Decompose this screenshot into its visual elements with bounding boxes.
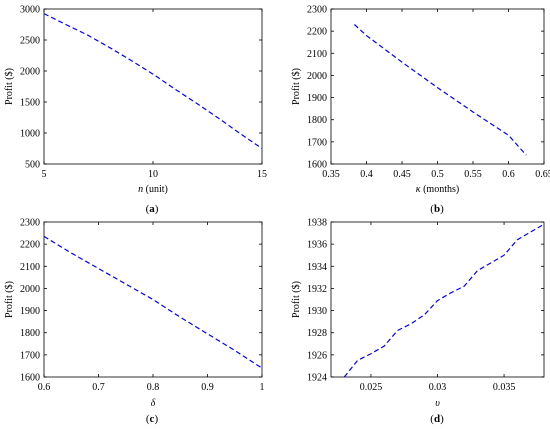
y-axis-label: Profit ($) [291,281,302,318]
y-axis-label: Profit ($) [4,68,15,105]
series-line-a [43,13,263,149]
y-tick-label: 2100 [20,262,40,273]
x-tick-label: 0.4 [360,169,373,180]
caption-open-paren: ( [146,203,150,215]
caption-open-paren: ( [430,203,434,215]
caption-open-paren: ( [430,413,434,425]
x-axis-symbol: n [138,184,143,195]
caption-open-paren: ( [146,413,150,425]
y-axis-label: Profit ($) [291,68,302,105]
y-tick-label: 1800 [307,115,327,126]
y-tick-label: 1932 [307,284,327,295]
y-tick-label: 2000 [20,67,40,78]
y-tick-label: 2000 [20,284,40,295]
y-tick-label: 1700 [307,137,327,148]
y-tick-label: 2000 [307,71,327,82]
x-tick-label: 0.9 [201,382,214,393]
y-tick-label: 1936 [307,240,327,251]
y-tick-label: 1900 [20,306,40,317]
x-tick-label: 0.6 [38,382,51,393]
x-axis-label: n (unit) [138,184,168,195]
panel-caption: (d) [430,413,444,425]
x-tick-label: 15 [257,169,267,180]
panel-b: 0.35 0.4 0.45 0.5 0.55 0.6 0.65 1600 1700 1800 190… [291,5,550,216]
y-tick-label: 1700 [20,350,40,361]
x-tick-label: 0.5 [431,169,444,180]
x-tick-label: 0.55 [464,169,482,180]
y-tick-label: 1924 [307,373,327,384]
x-axis-unit: (months) [421,184,460,195]
y-tick-label: 1928 [307,328,327,339]
x-axis-label: δ [151,398,156,409]
plot-frame [43,8,263,165]
y-tick-label: 1938 [307,218,327,229]
y-tick-label: 2200 [307,27,327,38]
x-axis-unit: (unit) [143,184,168,195]
y-tick-label: 2100 [307,49,327,60]
y-tick-label: 1600 [307,160,327,171]
y-tick-label: 1600 [20,373,40,384]
x-tick-label: 0.45 [393,169,411,180]
x-tick-label: 1 [260,382,265,393]
caption-letter: d [434,413,440,425]
x-tick-label: 10 [148,169,158,180]
y-tick-label: 1500 [20,98,40,109]
y-tick-label: 2300 [307,5,327,16]
x-axis-label: κ (months) [416,184,459,195]
y-tick-label: 1934 [307,262,327,273]
x-tick-label: 5 [42,169,47,180]
caption-close-paren: ) [440,413,444,425]
y-tick-label: 3000 [20,5,40,16]
x-tick-label: 0.03 [429,382,447,393]
x-axis-symbol: κ [416,184,421,195]
panel-caption: (a) [146,203,159,215]
caption-close-paren: ) [155,203,159,215]
caption-letter: b [434,203,440,215]
x-tick-label: 0.035 [493,382,516,393]
y-tick-label: 1000 [20,129,40,140]
y-tick-label: 2200 [20,240,40,251]
y-tick-label: 2300 [20,218,40,229]
x-tick-label: 0.8 [147,382,160,393]
y-tick-label: 2500 [20,36,40,47]
caption-letter: c [150,413,155,425]
x-axis-symbol: υ [435,398,440,409]
series-line-b [354,24,527,156]
x-tick-label: 0.65 [535,169,550,180]
plot-frame [43,221,263,378]
y-axis-label: Profit ($) [4,281,15,318]
panel-a: 5 10 15 500 1000 1500 2000 2500 3000 Profit ($) n … [4,5,267,216]
panel-c: 0.6 0.7 0.8 0.9 1 1600 1700 1800 1900 2000 2100 220… [4,218,265,426]
x-tick-label: 0.025 [360,382,383,393]
x-tick-label: 0.6 [502,169,515,180]
panel-caption: (b) [430,203,444,215]
series-line-d [343,223,545,378]
x-tick-label: 0.7 [92,382,105,393]
series-line-c [43,235,263,369]
panel-d: 0.025 0.03 0.035 1924 1926 1928 1930 1932 1934 19… [291,218,545,425]
y-tick-label: 500 [25,160,40,171]
y-tick-label: 1930 [307,306,327,317]
x-axis-label: υ [435,398,440,409]
y-tick-label: 1900 [307,93,327,104]
panel-caption: (c) [146,413,159,425]
x-axis-symbol: δ [151,398,156,409]
caption-close-paren: ) [154,413,158,425]
y-tick-label: 1926 [307,350,327,361]
caption-letter: a [149,203,155,215]
caption-close-paren: ) [440,203,444,215]
x-tick-label: 0.35 [322,169,340,180]
y-tick-label: 1800 [20,328,40,339]
